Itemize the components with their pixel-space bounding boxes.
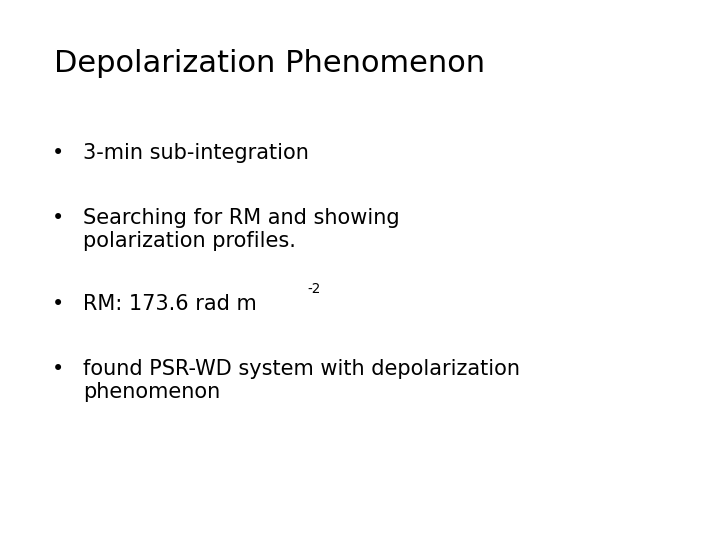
Text: •: • [52,359,64,379]
Text: •: • [52,143,64,163]
Text: 3-min sub-integration: 3-min sub-integration [83,143,309,163]
Text: RM: 173.6 rad m: RM: 173.6 rad m [83,294,256,314]
Text: -2: -2 [307,282,320,296]
Text: Searching for RM and showing
polarization profiles.: Searching for RM and showing polarizatio… [83,208,400,251]
Text: Depolarization Phenomenon: Depolarization Phenomenon [54,49,485,78]
Text: •: • [52,208,64,228]
Text: •: • [52,294,64,314]
Text: found PSR-WD system with depolarization
phenomenon: found PSR-WD system with depolarization … [83,359,520,402]
